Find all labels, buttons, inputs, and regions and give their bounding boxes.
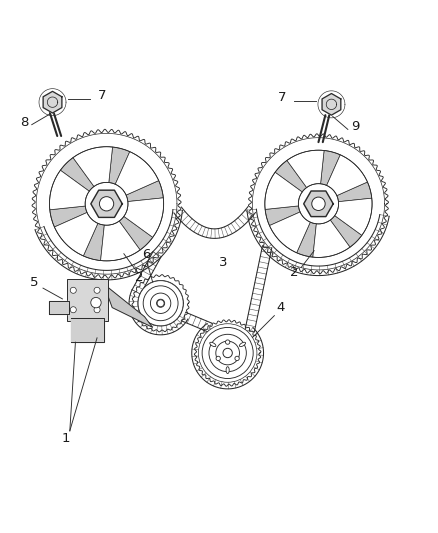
Text: 1: 1 [61, 432, 70, 445]
Ellipse shape [210, 342, 216, 346]
Polygon shape [335, 198, 372, 235]
Text: 4: 4 [276, 301, 285, 314]
Polygon shape [67, 279, 108, 320]
Circle shape [94, 287, 100, 293]
Circle shape [70, 287, 76, 293]
Circle shape [138, 281, 183, 326]
Text: 7: 7 [278, 91, 286, 104]
Ellipse shape [226, 367, 229, 374]
Polygon shape [91, 190, 122, 217]
Circle shape [70, 306, 76, 313]
Polygon shape [73, 147, 113, 187]
Polygon shape [126, 181, 163, 201]
Text: 9: 9 [351, 120, 360, 133]
Circle shape [226, 340, 230, 344]
Polygon shape [103, 284, 152, 327]
Polygon shape [50, 206, 87, 227]
Polygon shape [49, 170, 89, 210]
Polygon shape [275, 160, 307, 192]
Circle shape [216, 356, 220, 361]
Polygon shape [49, 301, 69, 314]
Polygon shape [297, 222, 316, 257]
Text: 3: 3 [219, 256, 228, 270]
Polygon shape [71, 318, 103, 342]
Text: 7: 7 [98, 89, 106, 102]
Polygon shape [43, 91, 62, 113]
Polygon shape [124, 198, 164, 237]
Polygon shape [83, 223, 104, 261]
Circle shape [235, 356, 239, 361]
Circle shape [94, 306, 100, 313]
Circle shape [223, 349, 232, 358]
Text: 6: 6 [141, 248, 150, 261]
Circle shape [91, 297, 101, 308]
Polygon shape [109, 147, 130, 184]
Text: 8: 8 [20, 116, 28, 129]
Polygon shape [119, 216, 153, 250]
Ellipse shape [240, 342, 246, 346]
Circle shape [157, 300, 164, 307]
Circle shape [312, 197, 325, 211]
Polygon shape [330, 216, 362, 247]
Text: 5: 5 [30, 276, 39, 289]
Text: 2: 2 [135, 271, 143, 284]
Polygon shape [313, 220, 350, 257]
Polygon shape [54, 213, 98, 256]
Polygon shape [60, 158, 94, 191]
Polygon shape [265, 206, 300, 225]
Polygon shape [322, 93, 341, 115]
Polygon shape [304, 191, 333, 216]
Polygon shape [287, 150, 324, 188]
Polygon shape [327, 155, 367, 196]
Polygon shape [265, 172, 302, 209]
Polygon shape [115, 152, 159, 195]
Circle shape [99, 197, 114, 211]
Polygon shape [101, 221, 140, 261]
Text: 2: 2 [290, 266, 299, 279]
Polygon shape [337, 182, 372, 201]
Polygon shape [269, 212, 310, 253]
Circle shape [198, 324, 257, 382]
Polygon shape [321, 150, 340, 185]
